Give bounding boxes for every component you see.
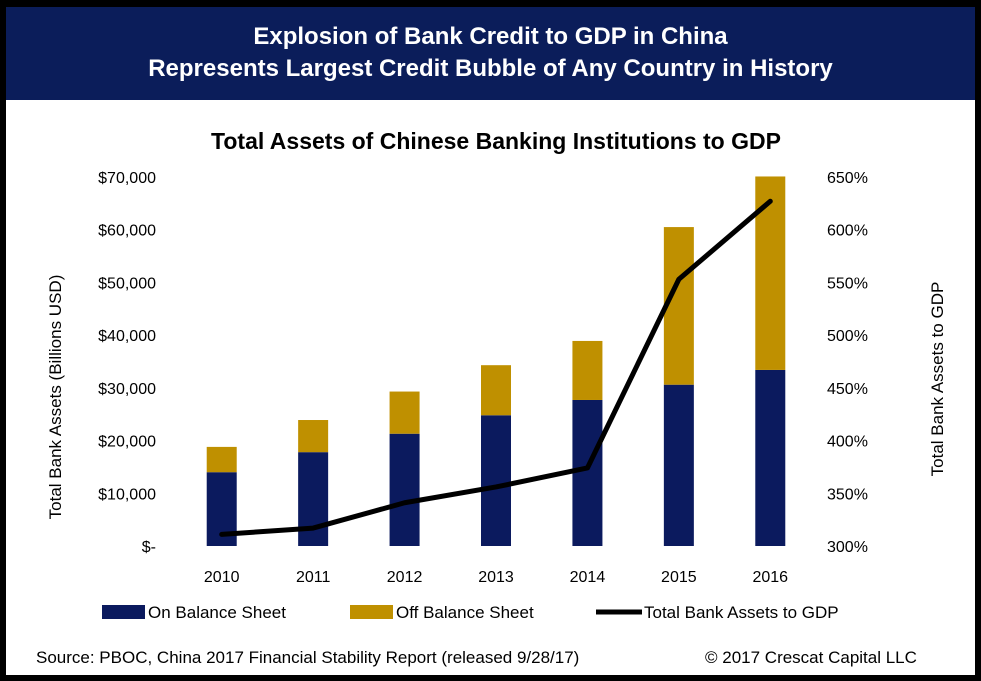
- y2-tick-label: 650%: [827, 170, 868, 187]
- bar-on-balance-sheet: [663, 384, 694, 546]
- copyright-note: © 2017 Crescat Capital LLC: [705, 648, 917, 667]
- y2-tick-label: 300%: [827, 539, 868, 556]
- y2-tick-label: 400%: [827, 434, 868, 451]
- line-layer: [219, 198, 773, 537]
- y-axis-label: Total Bank Assets (Billions USD): [46, 275, 65, 520]
- bar-on-balance-sheet: [481, 415, 511, 546]
- y2-tick-label: 450%: [827, 381, 868, 398]
- banner-title-line-2: Represents Largest Credit Bubble of Any …: [148, 55, 833, 82]
- chart-frame: Explosion of Bank Credit to GDP in China…: [6, 7, 975, 675]
- line-point: [221, 533, 223, 535]
- legend-swatch-off-balance-sheet: [350, 605, 393, 619]
- legend: On Balance Sheet Off Balance Sheet Total B…: [102, 603, 839, 622]
- y2-tick-label: 500%: [827, 328, 868, 345]
- x-axis: 2010 2011 2012 2013 2014 2015 2016: [204, 569, 788, 586]
- x-tick-label: 2014: [570, 569, 606, 586]
- banner: Explosion of Bank Credit to GDP in China…: [6, 7, 975, 100]
- line-point: [312, 527, 314, 529]
- y-tick-label: $60,000: [98, 223, 156, 240]
- chart: Total Assets of Chinese Banking Institut…: [46, 128, 947, 622]
- y-tick-label: $10,000: [98, 486, 156, 503]
- bar-on-balance-sheet: [389, 433, 420, 546]
- legend-swatch-on-balance-sheet: [102, 605, 145, 619]
- legend-label-on-balance-sheet: On Balance Sheet: [148, 603, 286, 622]
- bars: [206, 176, 786, 546]
- legend-label-total-bank-assets-to-gdp: Total Bank Assets to GDP: [644, 603, 839, 622]
- line-point: [678, 278, 680, 280]
- bar-off-balance-sheet: [663, 227, 694, 385]
- source-note: Source: PBOC, China 2017 Financial Stabi…: [36, 648, 580, 667]
- bar-off-balance-sheet: [298, 420, 329, 453]
- bar-on-balance-sheet: [298, 452, 329, 546]
- y2-tick-label: 600%: [827, 223, 868, 240]
- banner-title-line-1: Explosion of Bank Credit to GDP in China: [253, 23, 728, 50]
- x-tick-label: 2011: [296, 569, 331, 586]
- bar-off-balance-sheet: [572, 340, 603, 400]
- y2-tick-label: 350%: [827, 486, 868, 503]
- y-tick-label: $20,000: [98, 434, 156, 451]
- bar-on-balance-sheet: [572, 399, 603, 546]
- line-point: [495, 486, 497, 488]
- bar-off-balance-sheet: [481, 365, 511, 416]
- line-point: [586, 467, 588, 469]
- left-axis: $- $10,000 $20,000 $30,000 $40,000 $50,000 $60…: [98, 170, 156, 556]
- x-tick-label: 2015: [661, 569, 697, 586]
- y2-axis-label: Total Bank Assets to GDP: [928, 282, 947, 477]
- right-axis: 300% 350% 400% 450% 500% 550% 600% 650%: [827, 170, 868, 556]
- y-tick-label: $70,000: [98, 170, 156, 187]
- x-tick-label: 2013: [478, 569, 514, 586]
- y-tick-label: $50,000: [98, 275, 156, 292]
- bar-on-balance-sheet: [755, 369, 786, 546]
- x-tick-label: 2012: [387, 569, 423, 586]
- line-point: [769, 200, 771, 202]
- y2-tick-label: 550%: [827, 275, 868, 292]
- bar-off-balance-sheet: [389, 391, 420, 434]
- x-tick-label: 2010: [204, 569, 240, 586]
- x-tick-label: 2016: [752, 569, 788, 586]
- bar-off-balance-sheet: [755, 176, 786, 370]
- chart-title: Total Assets of Chinese Banking Institut…: [211, 128, 781, 154]
- y-tick-label: $40,000: [98, 328, 156, 345]
- y-tick-label: $30,000: [98, 381, 156, 398]
- legend-label-off-balance-sheet: Off Balance Sheet: [396, 603, 534, 622]
- y-tick-label: $-: [142, 539, 156, 556]
- line-point: [404, 502, 406, 504]
- bar-off-balance-sheet: [206, 446, 237, 473]
